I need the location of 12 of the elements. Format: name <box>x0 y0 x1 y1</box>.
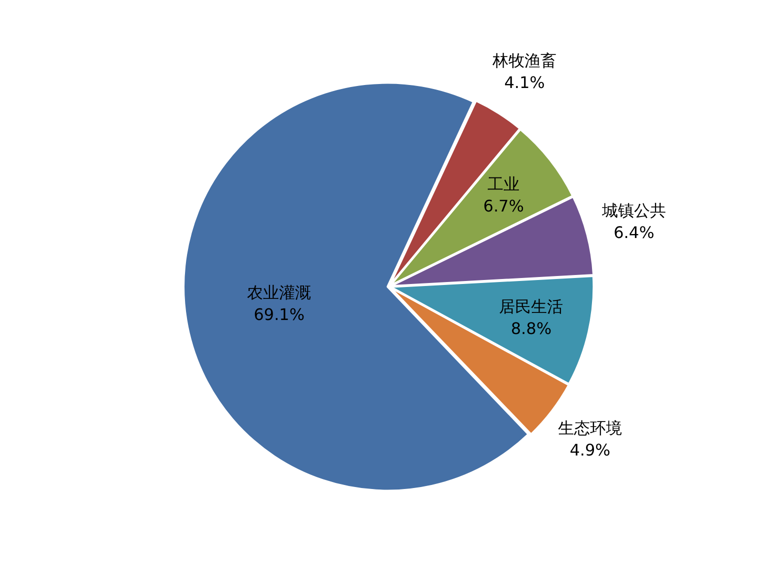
slice-label: 城镇公共 <box>600 200 666 220</box>
data-label: 6.4% <box>614 222 654 242</box>
slice-label: 林牧渔畜 <box>492 50 557 70</box>
data-label: 4.1% <box>504 72 545 92</box>
slice-label: 农业灌溉 <box>247 282 312 302</box>
slice-label: 居民生活 <box>499 296 564 316</box>
data-label: 4.9% <box>570 440 610 460</box>
data-label: 69.1% <box>254 304 305 324</box>
slice-label: 生态环境 <box>558 418 622 438</box>
data-label: 8.8% <box>510 318 552 338</box>
data-label: 6.7% <box>483 196 524 216</box>
slice-label: 工业 <box>488 174 520 194</box>
